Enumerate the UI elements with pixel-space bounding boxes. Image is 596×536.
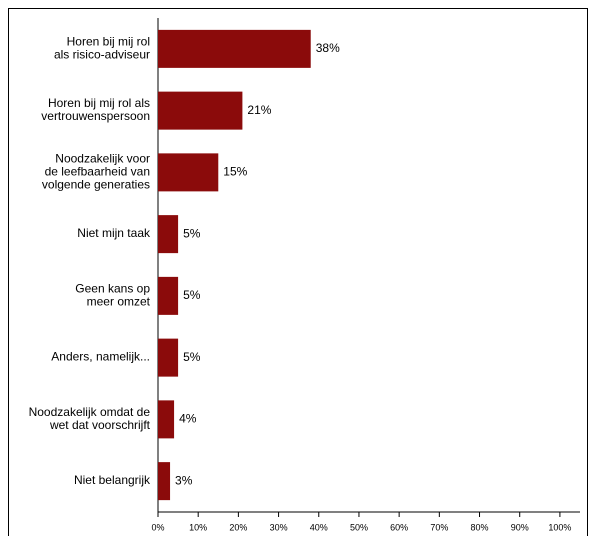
x-tick-label: 80% xyxy=(471,522,489,532)
x-tick-label: 10% xyxy=(189,522,207,532)
category-label: Anders, namelijk... xyxy=(51,350,150,364)
bar xyxy=(158,462,171,501)
x-tick-label: 20% xyxy=(229,522,247,532)
category-label: Horen bij mij rol als risico-adviseur xyxy=(54,35,150,62)
category-label: Niet mijn taak xyxy=(77,226,151,240)
x-tick-label: 70% xyxy=(430,522,448,532)
bar xyxy=(158,276,179,315)
x-tick-label: 40% xyxy=(310,522,328,532)
category-label: Noodzakelijk omdat de wet dat voorschrijf… xyxy=(29,405,151,432)
value-label: 15% xyxy=(223,165,247,179)
category-label: Niet belangrijk xyxy=(74,473,151,487)
value-label: 4% xyxy=(179,412,197,426)
value-label: 5% xyxy=(183,226,201,240)
value-label: 3% xyxy=(175,473,193,487)
bar xyxy=(158,338,179,377)
value-label: 21% xyxy=(247,103,271,117)
x-tick-label: 0% xyxy=(151,522,164,532)
category-label: Geen kans op meer omzet xyxy=(75,282,150,309)
bar xyxy=(158,91,243,130)
x-tick-label: 30% xyxy=(270,522,288,532)
bar xyxy=(158,215,179,254)
x-tick-label: 90% xyxy=(511,522,529,532)
value-label: 38% xyxy=(316,41,340,55)
bar xyxy=(158,153,219,192)
bar xyxy=(158,29,311,68)
frame xyxy=(8,8,588,536)
x-tick-label: 50% xyxy=(350,522,368,532)
category-label: Horen bij mij rol als vertrouwenspersoon xyxy=(41,96,150,123)
bar xyxy=(158,400,175,439)
value-label: 5% xyxy=(183,350,201,364)
category-label: Noodzakelijk voor de leefbaarheid van volg… xyxy=(42,152,150,192)
x-tick-label: 100% xyxy=(548,522,571,532)
x-tick-label: 60% xyxy=(390,522,408,532)
value-label: 5% xyxy=(183,288,201,302)
